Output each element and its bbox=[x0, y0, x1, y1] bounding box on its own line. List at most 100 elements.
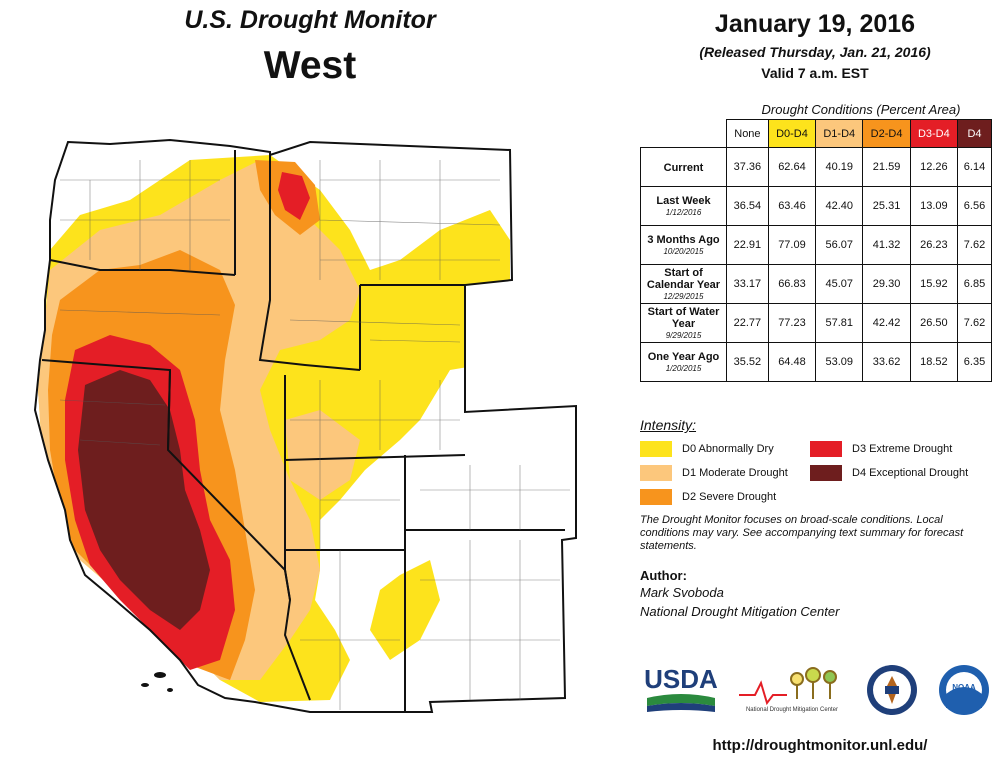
row-date: 9/29/2015 bbox=[665, 331, 702, 340]
region-title: West bbox=[263, 44, 357, 87]
table-cell: 35.52 bbox=[726, 342, 769, 382]
row-label: Current bbox=[640, 147, 727, 187]
legend-item-d2: D2 Severe Drought bbox=[640, 488, 776, 506]
table-row: One Year Ago 1/20/2015 35.52 64.48 53.09 33.6… bbox=[640, 342, 992, 382]
release-date: (Released Thursday, Jan. 21, 2016) bbox=[699, 44, 931, 60]
author-org: National Drought Mitigation Center bbox=[640, 604, 840, 619]
table-row: 3 Months Ago 10/20/2015 22.91 77.09 56.07 41.… bbox=[640, 225, 992, 265]
table-cell: 12.26 bbox=[909, 147, 959, 187]
d3-area-idaho bbox=[278, 172, 310, 220]
table-cell: 22.91 bbox=[726, 225, 769, 265]
table-cell: 64.48 bbox=[767, 342, 817, 382]
row-label-text: One Year Ago bbox=[647, 351, 720, 363]
table-row: Current 37.36 62.64 40.19 21.59 12.26 6.14 bbox=[640, 147, 992, 187]
table-row: Last Week 1/12/2016 36.54 63.46 42.40 25.31 13… bbox=[640, 186, 992, 226]
table-header-row: None D0-D4 D1-D4 D2-D4 D3-D4 D4 bbox=[640, 119, 992, 148]
legend-item-d3: D3 Extreme Drought bbox=[810, 440, 952, 458]
table-cell: 7.62 bbox=[957, 225, 992, 265]
legend-label-d1: D1 Moderate Drought bbox=[682, 467, 788, 479]
table-cell: 6.85 bbox=[957, 264, 992, 304]
legend-item-d4: D4 Exceptional Drought bbox=[810, 464, 968, 482]
table-cell: 21.59 bbox=[862, 147, 911, 187]
map-subtitle: U.S. Drought Monitor bbox=[184, 6, 436, 34]
valid-time: Valid 7 a.m. EST bbox=[761, 65, 869, 81]
row-label: Start of Calendar Year 12/29/2015 bbox=[640, 264, 727, 304]
row-label-text: Last Week bbox=[656, 195, 711, 207]
table-cell: 77.23 bbox=[767, 303, 817, 343]
row-date: 10/20/2015 bbox=[663, 247, 704, 256]
row-label: Start of Water Year 9/29/2015 bbox=[640, 303, 727, 343]
ndmc-logo-text: National Drought Mitigation Center bbox=[746, 707, 838, 713]
col-header-none: None bbox=[726, 119, 769, 148]
usda-logo-text: USDA bbox=[644, 664, 718, 694]
table-row: Start of Calendar Year 12/29/2015 33.17 66.… bbox=[640, 264, 992, 304]
col-header-d0-d4: D0-D4 bbox=[767, 119, 817, 148]
table-cell: 42.40 bbox=[815, 186, 864, 226]
table-cell: 36.54 bbox=[726, 186, 769, 226]
legend-item-d0: D0 Abnormally Dry bbox=[640, 440, 774, 458]
table-cell: 40.19 bbox=[815, 147, 864, 187]
table-cell: 77.09 bbox=[767, 225, 817, 265]
table-cell: 33.17 bbox=[726, 264, 769, 304]
d4-area bbox=[78, 370, 210, 630]
county-lines bbox=[59, 160, 570, 710]
row-date: 1/12/2016 bbox=[665, 208, 702, 217]
row-label: 3 Months Ago 10/20/2015 bbox=[640, 225, 727, 265]
drought-conditions-table: None D0-D4 D1-D4 D2-D4 D3-D4 D4 Current 3… bbox=[640, 119, 992, 382]
table-cell: 18.52 bbox=[909, 342, 959, 382]
row-label-text: Current bbox=[663, 162, 704, 174]
table-cell: 26.50 bbox=[909, 303, 959, 343]
author-name: Mark Svoboda bbox=[640, 585, 724, 600]
usda-logo: USDA bbox=[644, 664, 718, 712]
d2-swatch bbox=[640, 489, 672, 505]
legend-label-d4: D4 Exceptional Drought bbox=[852, 467, 969, 479]
col-header-d4: D4 bbox=[957, 119, 992, 148]
table-cell: 6.56 bbox=[957, 186, 992, 226]
table-cell: 22.77 bbox=[726, 303, 769, 343]
col-header-d1-d4: D1-D4 bbox=[815, 119, 864, 148]
table-cell: 26.23 bbox=[909, 225, 959, 265]
website-url[interactable]: http://droughtmonitor.unl.edu/ bbox=[712, 737, 928, 754]
disclaimer-note: The Drought Monitor focuses on broad-sca… bbox=[640, 514, 964, 552]
row-date: 12/29/2015 bbox=[663, 292, 704, 301]
channel-islands bbox=[141, 672, 173, 692]
d3-swatch bbox=[810, 441, 842, 457]
col-header-d2-d4: D2-D4 bbox=[862, 119, 911, 148]
table-cell: 15.92 bbox=[909, 264, 959, 304]
row-label-text: 3 Months Ago bbox=[647, 234, 720, 246]
table-cell: 57.81 bbox=[815, 303, 864, 343]
table-cell: 37.36 bbox=[726, 147, 769, 187]
table-cell: 45.07 bbox=[815, 264, 864, 304]
region-outline bbox=[33, 138, 577, 713]
row-label-text: Start of Water Year bbox=[647, 306, 720, 330]
table-cell: 53.09 bbox=[815, 342, 864, 382]
table-cell: 41.32 bbox=[862, 225, 911, 265]
table-cell: 29.30 bbox=[862, 264, 911, 304]
row-label: Last Week 1/12/2016 bbox=[640, 186, 727, 226]
row-date: 1/20/2015 bbox=[665, 364, 702, 373]
legend-label-d3: D3 Extreme Drought bbox=[852, 443, 953, 455]
legend-label-d0: D0 Abnormally Dry bbox=[682, 443, 774, 455]
row-label: One Year Ago 1/20/2015 bbox=[640, 342, 727, 382]
table-row: Start of Water Year 9/29/2015 22.77 77.23 57… bbox=[640, 303, 992, 343]
drought-map bbox=[33, 138, 577, 713]
d1-swatch bbox=[640, 465, 672, 481]
table-caption: Drought Conditions (Percent Area) bbox=[761, 102, 961, 117]
d1-area-utah bbox=[285, 410, 360, 500]
table-cell: 66.83 bbox=[767, 264, 817, 304]
table-cell: 33.62 bbox=[862, 342, 911, 382]
author-label: Author: bbox=[640, 568, 687, 583]
table-cell: 62.64 bbox=[767, 147, 817, 187]
table-cell: 13.09 bbox=[909, 186, 959, 226]
table-cell: 63.46 bbox=[767, 186, 817, 226]
legend-label-d2: D2 Severe Drought bbox=[682, 491, 777, 503]
table-cell: 6.35 bbox=[957, 342, 992, 382]
noaa-logo-text: NOAA bbox=[952, 683, 976, 692]
row-label-text: Start of Calendar Year bbox=[646, 267, 721, 291]
table-cell: 25.31 bbox=[862, 186, 911, 226]
commerce-seal-icon bbox=[867, 665, 917, 715]
header-blank bbox=[640, 119, 727, 148]
table-cell: 56.07 bbox=[815, 225, 864, 265]
table-cell: 7.62 bbox=[957, 303, 992, 343]
table-cell: 42.42 bbox=[862, 303, 911, 343]
